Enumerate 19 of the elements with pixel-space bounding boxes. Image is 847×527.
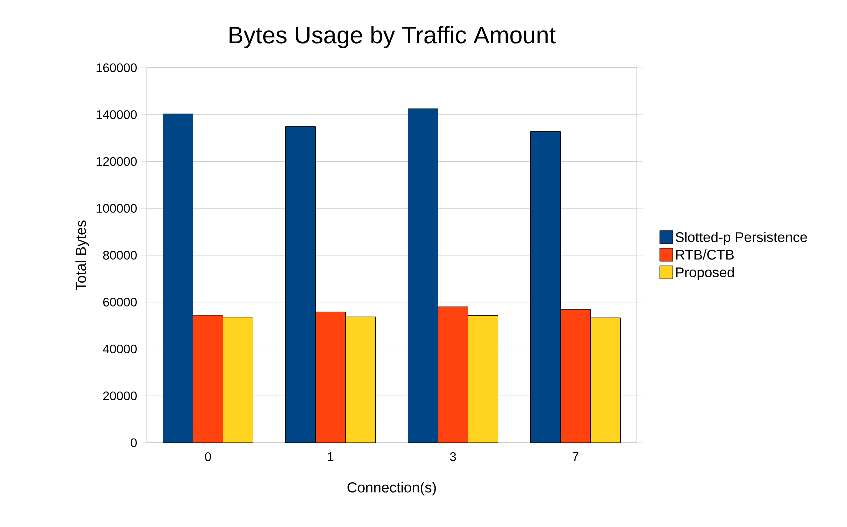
y-axis-title: Total Bytes — [76, 220, 90, 290]
y-tick-label: 140000 — [96, 110, 137, 120]
y-tick-label: 160000 — [96, 64, 137, 72]
legend-label: RTB/CTB — [676, 250, 734, 260]
y-tick-label: 40000 — [103, 344, 137, 354]
y-tick-label: 60000 — [103, 298, 137, 307]
y-tick-label: 20000 — [103, 392, 137, 401]
x-tick-label: 7 — [572, 452, 579, 462]
x-tick-label: 0 — [205, 452, 212, 462]
legend-label: Proposed — [676, 267, 734, 280]
y-tick-label: 80000 — [103, 251, 137, 260]
y-tick-label: 120000 — [96, 157, 137, 166]
x-tick-label: 1 — [328, 452, 334, 462]
y-tick-label: 0 — [131, 438, 137, 448]
y-tick-label: 100000 — [96, 204, 137, 214]
x-tick-label: 3 — [450, 452, 456, 462]
chart-title: Bytes Usage by Traffic Amount — [230, 26, 556, 48]
x-axis-title: Connection(s) — [348, 482, 436, 496]
legend-label: Slotted-p Persistence — [676, 232, 808, 246]
